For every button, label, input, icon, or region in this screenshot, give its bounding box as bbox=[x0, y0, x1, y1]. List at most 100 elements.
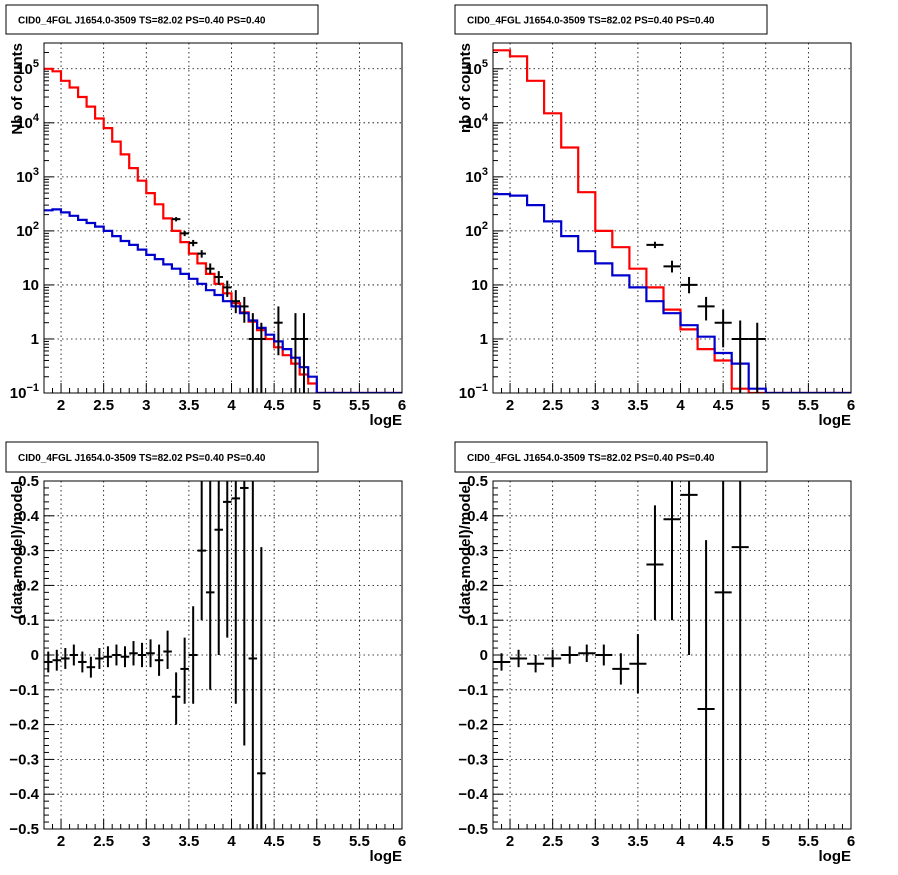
data-point bbox=[731, 320, 749, 393]
x-tick-label: 3.5 bbox=[178, 833, 199, 850]
data-point bbox=[299, 313, 309, 393]
y-tick-label: 0 bbox=[31, 647, 39, 664]
y-tick-label: 0 bbox=[480, 647, 488, 664]
y-tick-label: 10−1 bbox=[459, 382, 488, 402]
y-tick-label: 103 bbox=[465, 166, 488, 186]
x-tick-label: 6 bbox=[847, 833, 855, 850]
plot-frame bbox=[492, 42, 852, 394]
data-point bbox=[205, 263, 215, 274]
y-tick-label: 10 bbox=[22, 277, 39, 294]
title-box bbox=[5, 441, 319, 473]
data-point bbox=[510, 649, 528, 668]
panel-counts_right: 2 2.5 3 3.5 4 4.5 5 5.5 6 10−1 1 10 102 103 104 105 logE… bbox=[454, 4, 855, 429]
x-tick-label: 2.5 bbox=[542, 397, 563, 414]
data-point bbox=[231, 481, 241, 704]
data-points bbox=[493, 481, 749, 829]
y-tick-label: 103 bbox=[16, 166, 39, 186]
data-points bbox=[646, 241, 766, 393]
x-tick-label: 6 bbox=[847, 397, 855, 414]
data-point bbox=[188, 606, 198, 704]
x-tick-label: 5.5 bbox=[349, 833, 370, 850]
y-tick-label: 104 bbox=[16, 112, 40, 132]
data-point bbox=[205, 481, 215, 690]
data-point bbox=[240, 481, 249, 746]
data-point bbox=[646, 241, 664, 249]
y-tick-label: 0.2 bbox=[467, 577, 488, 594]
data-point bbox=[731, 481, 749, 829]
data-point bbox=[629, 634, 647, 694]
data-point bbox=[257, 322, 266, 393]
y-tick-label: 105 bbox=[16, 58, 39, 78]
data-point bbox=[78, 651, 87, 673]
data-point bbox=[61, 648, 70, 669]
x-axis-title: logE bbox=[819, 848, 852, 865]
y-axis-title: Nb of counts bbox=[9, 43, 26, 135]
data-point bbox=[214, 271, 223, 285]
y-tick-label: 105 bbox=[465, 58, 488, 78]
x-tick-label: 5 bbox=[313, 397, 321, 414]
histogram-series-1 bbox=[493, 193, 851, 393]
data-point bbox=[197, 481, 206, 621]
x-tick-label: 4 bbox=[676, 397, 685, 414]
x-tick-label: 5.5 bbox=[349, 397, 370, 414]
data-point bbox=[214, 481, 223, 655]
grid-lines bbox=[44, 481, 402, 829]
x-tick-label: 3 bbox=[591, 397, 599, 414]
x-tick-label: 3.5 bbox=[627, 397, 648, 414]
x-tick-label: 2.5 bbox=[542, 833, 563, 850]
title-box bbox=[5, 4, 319, 35]
y-tick-label: 0.1 bbox=[18, 612, 39, 629]
y-tick-label: 0.3 bbox=[467, 543, 488, 560]
x-tick-label: 4.5 bbox=[264, 833, 285, 850]
x-tick-label: 4.5 bbox=[713, 397, 734, 414]
data-point bbox=[248, 481, 258, 829]
x-tick-label: 3 bbox=[142, 833, 150, 850]
data-point bbox=[697, 296, 715, 321]
y-tick-label: 0.5 bbox=[467, 473, 488, 490]
panel-residual_right: 2 2.5 3 3.5 4 4.5 5 5.5 6 −0.5 −0.4 −0.3 −0.2 −0.1 0 0.… bbox=[454, 441, 855, 865]
data-points bbox=[171, 217, 309, 393]
chart-title: CID0_4FGL J1654.0-3509 TS=82.02 PS=0.40 … bbox=[467, 453, 715, 464]
data-point bbox=[129, 641, 138, 666]
data-point bbox=[171, 672, 181, 725]
y-tick-label: 1 bbox=[480, 331, 488, 348]
data-point bbox=[680, 481, 698, 655]
y-tick-label: −0.5 bbox=[458, 821, 488, 838]
plot-frame bbox=[492, 480, 852, 830]
data-point bbox=[95, 648, 104, 669]
data-point bbox=[748, 322, 766, 393]
x-tick-label: 3 bbox=[591, 833, 599, 850]
y-tick-label: 10 bbox=[471, 277, 488, 294]
x-tick-label: 4 bbox=[676, 833, 685, 850]
x-tick-label: 6 bbox=[398, 833, 406, 850]
y-tick-label: 10−1 bbox=[10, 382, 39, 402]
x-tick-label: 3.5 bbox=[178, 397, 199, 414]
data-point bbox=[663, 260, 681, 273]
grid-lines bbox=[44, 43, 402, 393]
plot-frame bbox=[43, 480, 403, 830]
data-point bbox=[248, 313, 258, 393]
y-tick-label: −0.3 bbox=[9, 751, 39, 768]
y-tick-label: −0.2 bbox=[9, 717, 39, 734]
x-tick-label: 3 bbox=[142, 397, 150, 414]
x-tick-label: 5 bbox=[313, 833, 321, 850]
y-tick-label: 0.4 bbox=[467, 508, 489, 525]
data-point bbox=[544, 649, 562, 668]
data-point bbox=[274, 306, 283, 356]
y-axis-title: (data-model)/model bbox=[9, 481, 26, 619]
data-point bbox=[44, 651, 53, 673]
data-point bbox=[714, 481, 732, 829]
y-tick-label: −0.4 bbox=[9, 786, 39, 803]
axis-ticks bbox=[43, 480, 403, 830]
x-tick-label: 2 bbox=[57, 397, 65, 414]
data-point bbox=[180, 230, 189, 237]
histogram-series-1 bbox=[44, 208, 402, 393]
x-axis-title: logE bbox=[819, 412, 852, 429]
axis-ticks bbox=[492, 42, 852, 394]
data-point bbox=[86, 656, 96, 678]
data-point bbox=[646, 505, 664, 621]
y-tick-label: −0.4 bbox=[458, 786, 488, 803]
y-tick-label: 0.3 bbox=[18, 543, 39, 560]
y-tick-label: 0.5 bbox=[18, 473, 39, 490]
